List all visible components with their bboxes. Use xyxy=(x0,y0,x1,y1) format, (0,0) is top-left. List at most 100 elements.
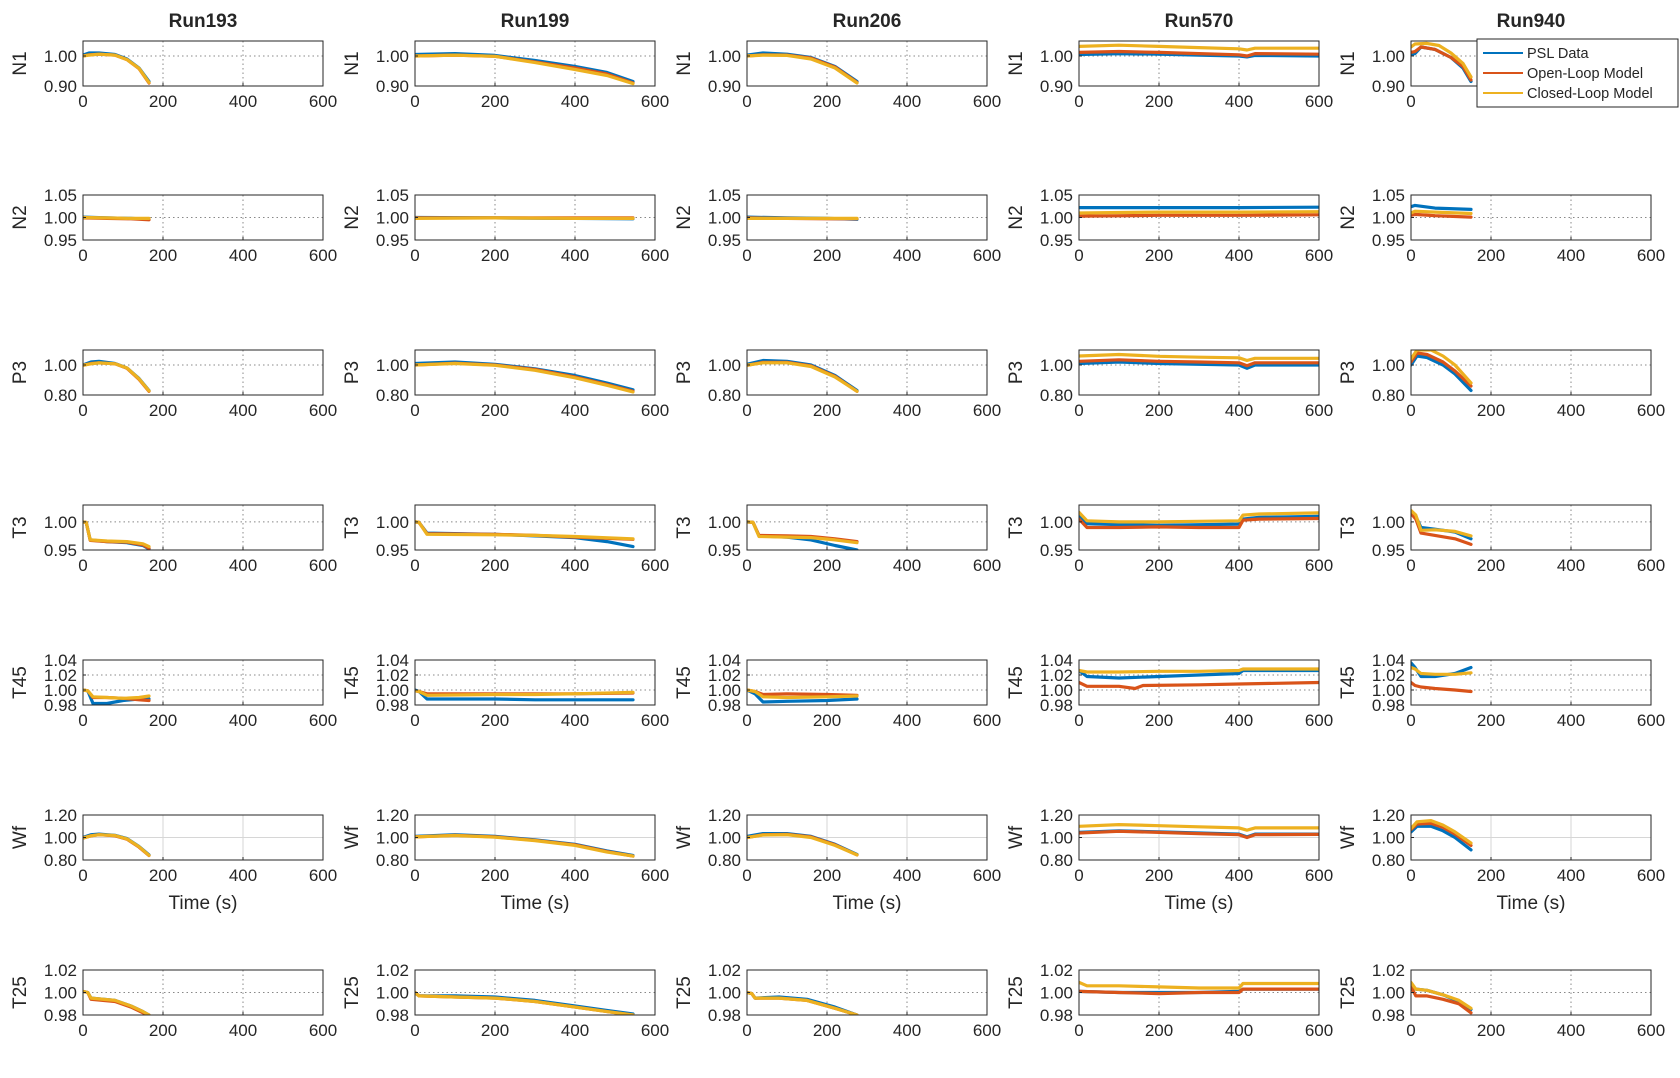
y-axis-label: N1 xyxy=(10,51,31,75)
y-tick-label: 0.80 xyxy=(44,386,77,405)
x-tick-label: 0 xyxy=(410,92,419,111)
y-tick-label: 1.00 xyxy=(376,356,409,375)
x-tick-label: 400 xyxy=(1225,866,1253,885)
x-tick-label: 600 xyxy=(1305,92,1333,111)
x-tick-label: 400 xyxy=(893,401,921,420)
x-tick-label: 400 xyxy=(1557,711,1585,730)
y-tick-label: 1.00 xyxy=(376,47,409,66)
y-tick-label: 1.05 xyxy=(1040,186,1073,205)
y-tick-label: 1.00 xyxy=(44,209,77,228)
y-tick-label: 1.05 xyxy=(376,186,409,205)
x-tick-label: 0 xyxy=(742,92,751,111)
y-axis-label: T25 xyxy=(1006,976,1027,1009)
y-tick-label: 1.20 xyxy=(44,806,77,825)
y-tick-label: 1.20 xyxy=(1040,806,1073,825)
y-tick-label: 1.00 xyxy=(44,984,77,1003)
y-tick-label: 1.00 xyxy=(1040,513,1073,532)
x-tick-label: 600 xyxy=(641,556,669,575)
x-tick-label: 0 xyxy=(410,1021,419,1040)
x-tick-label: 600 xyxy=(309,92,337,111)
x-tick-label: 400 xyxy=(893,1021,921,1040)
y-tick-label: 1.05 xyxy=(708,186,741,205)
x-tick-label: 600 xyxy=(1305,246,1333,265)
y-axis-label: Wf xyxy=(342,825,363,849)
y-tick-label: 0.95 xyxy=(708,231,741,250)
y-axis-label: N2 xyxy=(1338,205,1359,229)
y-tick-label: 1.00 xyxy=(376,513,409,532)
y-axis-label: T3 xyxy=(1338,516,1359,538)
x-tick-label: 200 xyxy=(481,92,509,111)
y-axis-label: N1 xyxy=(674,51,695,75)
x-tick-label: 200 xyxy=(149,401,177,420)
y-tick-label: 0.80 xyxy=(1372,851,1405,870)
x-tick-label: 0 xyxy=(78,556,87,575)
x-tick-label: 0 xyxy=(78,246,87,265)
legend: PSL DataOpen-Loop ModelClosed-Loop Model xyxy=(1477,39,1678,107)
y-tick-label: 0.90 xyxy=(1372,77,1405,96)
x-tick-label: 0 xyxy=(78,711,87,730)
x-tick-label: 600 xyxy=(1637,556,1665,575)
y-axis-label: T3 xyxy=(1006,516,1027,538)
x-tick-label: 0 xyxy=(1406,711,1415,730)
x-tick-label: 0 xyxy=(742,401,751,420)
y-tick-label: 1.00 xyxy=(1040,209,1073,228)
y-axis-label: T45 xyxy=(1006,666,1027,699)
y-axis-label: N2 xyxy=(10,205,31,229)
y-axis-label: T25 xyxy=(342,976,363,1009)
x-axis-label: Time (s) xyxy=(1497,893,1566,914)
y-axis-label: P3 xyxy=(1006,361,1027,384)
y-axis-label: T25 xyxy=(10,976,31,1009)
legend-entry: PSL Data xyxy=(1527,46,1589,62)
y-tick-label: 0.95 xyxy=(708,541,741,560)
x-tick-label: 600 xyxy=(641,1021,669,1040)
series-line-open-loop-model xyxy=(1079,215,1319,216)
x-tick-label: 200 xyxy=(149,92,177,111)
y-tick-label: 0.95 xyxy=(376,231,409,250)
x-tick-label: 200 xyxy=(1145,92,1173,111)
x-tick-label: 0 xyxy=(1406,1021,1415,1040)
x-tick-label: 200 xyxy=(813,92,841,111)
x-tick-label: 600 xyxy=(1305,401,1333,420)
x-tick-label: 600 xyxy=(309,866,337,885)
y-tick-label: 0.95 xyxy=(1040,231,1073,250)
x-tick-label: 200 xyxy=(481,556,509,575)
y-axis-label: T45 xyxy=(10,666,31,699)
y-tick-label: 1.00 xyxy=(44,47,77,66)
x-tick-label: 200 xyxy=(481,1021,509,1040)
x-tick-label: 0 xyxy=(410,866,419,885)
x-tick-label: 200 xyxy=(481,866,509,885)
y-tick-label: 1.02 xyxy=(708,961,741,980)
x-tick-label: 0 xyxy=(742,866,751,885)
x-tick-label: 400 xyxy=(229,401,257,420)
y-tick-label: 1.04 xyxy=(708,651,741,670)
y-axis-label: T25 xyxy=(1338,976,1359,1009)
x-tick-label: 400 xyxy=(229,556,257,575)
run-title-run193: Run193 xyxy=(169,11,238,32)
x-tick-label: 600 xyxy=(973,1021,1001,1040)
y-tick-label: 0.95 xyxy=(1040,541,1073,560)
x-tick-label: 200 xyxy=(481,246,509,265)
y-axis-label: Wf xyxy=(1338,825,1359,849)
x-tick-label: 0 xyxy=(410,556,419,575)
y-tick-label: 1.00 xyxy=(1372,209,1405,228)
x-tick-label: 200 xyxy=(1145,246,1173,265)
x-tick-label: 0 xyxy=(742,711,751,730)
y-tick-label: 0.95 xyxy=(44,231,77,250)
x-tick-label: 400 xyxy=(1557,1021,1585,1040)
x-tick-label: 200 xyxy=(813,401,841,420)
y-tick-label: 0.80 xyxy=(1372,386,1405,405)
x-tick-label: 400 xyxy=(1225,246,1253,265)
x-tick-label: 200 xyxy=(149,246,177,265)
y-tick-label: 1.02 xyxy=(1040,961,1073,980)
y-tick-label: 1.20 xyxy=(1372,806,1405,825)
y-axis-label: P3 xyxy=(10,361,31,384)
y-axis-label: P3 xyxy=(342,361,363,384)
y-tick-label: 1.02 xyxy=(44,961,77,980)
y-tick-label: 1.00 xyxy=(376,209,409,228)
y-tick-label: 0.90 xyxy=(1040,77,1073,96)
x-tick-label: 200 xyxy=(149,556,177,575)
x-tick-label: 600 xyxy=(1305,556,1333,575)
x-tick-label: 200 xyxy=(1477,866,1505,885)
y-axis-label: N2 xyxy=(342,205,363,229)
x-tick-label: 0 xyxy=(1074,556,1083,575)
